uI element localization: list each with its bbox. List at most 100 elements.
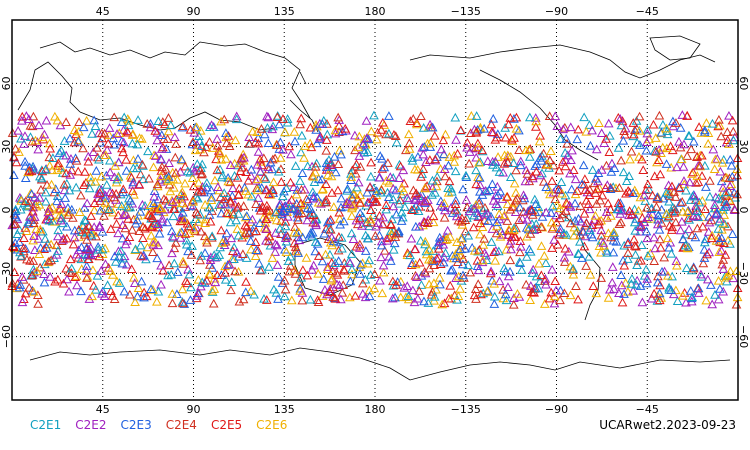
observation-marker <box>178 121 188 131</box>
observation-marker <box>296 113 307 123</box>
observation-marker <box>419 296 429 306</box>
observation-marker <box>391 279 402 289</box>
observation-marker <box>164 158 174 167</box>
observation-marker <box>296 184 307 194</box>
observation-marker <box>163 171 174 181</box>
observation-marker <box>186 249 197 259</box>
observation-marker <box>210 175 220 185</box>
observation-marker <box>587 220 598 230</box>
observation-marker <box>717 157 728 167</box>
observation-marker <box>156 166 167 175</box>
observation-marker <box>472 255 483 265</box>
observation-marker <box>570 174 581 184</box>
observation-marker <box>238 294 249 304</box>
observation-marker <box>375 187 386 197</box>
observation-marker <box>445 280 456 290</box>
observation-marker <box>152 135 163 145</box>
observation-marker <box>129 278 140 287</box>
observation-marker <box>452 148 463 158</box>
observation-marker <box>389 238 400 248</box>
latitude-tick-label: −30 <box>0 262 13 285</box>
observation-marker <box>699 237 710 247</box>
observation-marker <box>482 156 493 166</box>
observation-marker <box>536 222 546 231</box>
observation-marker <box>423 195 433 204</box>
observation-marker <box>666 225 677 234</box>
observation-marker <box>512 193 522 203</box>
observation-marker <box>530 113 541 122</box>
observation-marker <box>422 181 432 190</box>
observation-marker <box>89 198 100 208</box>
observation-marker <box>546 287 557 297</box>
observation-marker <box>632 260 642 269</box>
observation-marker <box>721 199 732 209</box>
observation-marker <box>690 232 701 242</box>
observation-marker <box>282 114 293 123</box>
observation-marker <box>21 196 31 206</box>
observation-marker <box>573 124 584 134</box>
observation-marker <box>68 239 79 249</box>
observation-marker <box>321 135 332 144</box>
observation-marker <box>579 208 590 218</box>
observation-marker <box>66 268 77 277</box>
observation-marker <box>312 295 323 304</box>
observation-marker <box>181 235 192 245</box>
observation-marker <box>100 197 111 207</box>
observation-marker <box>628 188 638 198</box>
observation-marker <box>546 217 557 227</box>
observation-marker <box>273 272 284 281</box>
observation-marker <box>334 207 345 217</box>
observation-marker <box>116 246 126 255</box>
observation-marker <box>530 122 541 131</box>
observation-marker <box>524 244 535 254</box>
observation-marker <box>281 247 292 256</box>
observation-marker <box>216 154 227 164</box>
observation-marker <box>716 245 727 255</box>
observation-marker <box>727 171 738 181</box>
observation-marker <box>422 218 433 227</box>
observation-marker <box>495 186 506 196</box>
observation-marker <box>491 228 502 238</box>
observation-marker <box>469 210 479 220</box>
observation-marker <box>428 211 439 221</box>
observation-marker <box>270 239 281 249</box>
observation-marker <box>661 209 672 218</box>
observation-marker <box>35 262 45 272</box>
observation-marker <box>59 179 70 189</box>
observation-marker <box>511 112 522 122</box>
observation-marker <box>669 207 680 217</box>
observation-marker <box>179 191 189 201</box>
observation-marker <box>143 146 153 156</box>
observation-marker <box>416 111 426 121</box>
observation-marker <box>144 209 155 219</box>
observation-marker <box>234 296 245 306</box>
observation-marker <box>53 204 64 214</box>
observation-marker <box>210 277 221 287</box>
observation-marker <box>633 205 644 215</box>
observation-marker <box>703 138 713 148</box>
observation-marker <box>507 202 518 212</box>
observation-marker <box>183 221 194 231</box>
observation-marker <box>252 159 263 169</box>
observation-marker <box>376 125 387 134</box>
observation-marker <box>716 233 727 242</box>
observation-marker <box>407 285 418 295</box>
observation-marker <box>117 143 127 153</box>
observation-marker <box>220 267 231 277</box>
observation-marker <box>197 159 208 169</box>
observation-marker <box>374 172 385 182</box>
observation-marker <box>623 248 633 257</box>
legend-item-c2e6: C2E6 <box>256 418 288 432</box>
observation-marker <box>433 237 444 247</box>
observation-marker <box>463 260 474 270</box>
observation-marker <box>566 155 576 164</box>
observation-marker <box>688 136 699 146</box>
observation-marker <box>705 191 715 201</box>
observation-marker <box>268 121 278 131</box>
observation-marker <box>716 194 727 204</box>
observation-marker <box>193 186 203 196</box>
observation-marker <box>509 113 519 123</box>
observation-marker <box>232 224 243 233</box>
observation-marker <box>221 154 231 163</box>
observation-marker <box>473 142 483 152</box>
